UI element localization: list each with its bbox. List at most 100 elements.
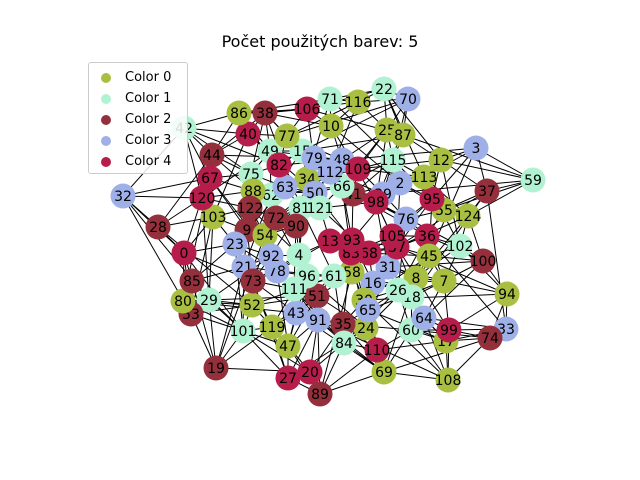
graph-node-95: 95 xyxy=(419,186,445,212)
node-circle xyxy=(199,142,225,168)
node-circle xyxy=(435,367,461,393)
node-label: 47 xyxy=(279,339,297,355)
node-label: 124 xyxy=(455,209,482,225)
node-circle xyxy=(189,185,215,211)
node-label: 85 xyxy=(183,274,201,290)
graph-node-45: 45 xyxy=(416,243,442,269)
legend-entry-2: Color 2 xyxy=(89,109,187,130)
graph-node-112: 112 xyxy=(317,159,344,185)
node-label: 67 xyxy=(201,171,219,187)
node-label: 112 xyxy=(317,165,344,181)
edge xyxy=(201,150,271,199)
node-circle xyxy=(281,276,307,302)
graph-node-109: 109 xyxy=(345,156,372,182)
node-circle xyxy=(283,213,309,239)
node-label: 64 xyxy=(415,311,433,327)
node-circle xyxy=(363,189,389,215)
node-label: 59 xyxy=(524,173,542,189)
graph-node-29: 29 xyxy=(196,287,222,313)
node-label: 29 xyxy=(200,293,218,309)
node-circle xyxy=(470,248,496,274)
graph-node-100: 100 xyxy=(470,248,496,274)
node-circle xyxy=(428,147,454,173)
node-label: 38 xyxy=(256,106,274,122)
node-label: 28 xyxy=(149,220,167,236)
legend-entry-3: Color 3 xyxy=(89,130,187,151)
node-circle xyxy=(474,178,500,204)
node-label: 86 xyxy=(230,106,248,122)
node-circle xyxy=(494,281,520,307)
node-label: 91 xyxy=(309,313,327,329)
node-label: 23 xyxy=(226,237,244,253)
node-circle xyxy=(318,113,344,139)
edge xyxy=(286,98,409,137)
graph-node-108: 108 xyxy=(435,367,461,393)
graph-node-91: 91 xyxy=(305,307,331,333)
node-circle xyxy=(171,240,197,266)
node-label: 51 xyxy=(308,289,326,305)
graph-node-43: 43 xyxy=(283,300,309,326)
graph-node-82: 82 xyxy=(266,152,292,178)
legend-label: Color 0 xyxy=(125,70,172,85)
node-label: 27 xyxy=(279,371,297,387)
node-label: 9 xyxy=(243,223,252,239)
node-circle xyxy=(200,204,226,230)
node-circle xyxy=(222,231,248,257)
legend-marker-icon xyxy=(101,135,111,146)
node-circle xyxy=(436,317,462,343)
node-label: 92 xyxy=(262,249,280,265)
legend-label: Color 3 xyxy=(125,133,172,148)
node-circle xyxy=(197,165,223,191)
graph-node-124: 124 xyxy=(455,203,482,229)
node-label: 24 xyxy=(357,321,375,337)
node-circle xyxy=(463,135,489,161)
edge xyxy=(242,330,311,373)
graph-node-27: 27 xyxy=(275,365,301,391)
node-label: 115 xyxy=(380,153,407,169)
graph-node-20: 20 xyxy=(297,359,323,385)
graph-node-120: 120 xyxy=(189,185,215,211)
graph-node-7: 7 xyxy=(431,268,457,294)
node-circle xyxy=(230,318,256,344)
edge xyxy=(122,195,203,199)
node-label: 76 xyxy=(397,212,415,228)
edge xyxy=(157,226,253,306)
node-circle xyxy=(283,300,309,326)
node-label: 69 xyxy=(375,365,393,381)
node-circle xyxy=(263,205,289,231)
node-circle xyxy=(237,195,263,221)
edge xyxy=(375,201,461,247)
node-label: 16 xyxy=(364,276,382,292)
node-label: 52 xyxy=(243,298,261,314)
graph-node-101: 101 xyxy=(230,318,256,344)
node-circle xyxy=(371,76,397,102)
node-layer: 0234789101213151617181920212223242526272… xyxy=(110,76,546,407)
node-label: 3 xyxy=(472,141,481,157)
node-label: 103 xyxy=(200,210,227,226)
graph-node-52: 52 xyxy=(239,292,265,318)
node-label: 72 xyxy=(267,211,285,227)
node-label: 82 xyxy=(270,158,288,174)
node-circle xyxy=(317,86,343,112)
legend-label: Color 2 xyxy=(125,112,172,127)
node-label: 94 xyxy=(498,287,516,303)
node-circle xyxy=(307,381,333,407)
node-label: 109 xyxy=(345,162,372,178)
node-circle xyxy=(385,277,411,303)
node-label: 8 xyxy=(412,271,421,287)
node-label: 66 xyxy=(333,179,351,195)
node-label: 61 xyxy=(325,269,343,285)
node-label: 40 xyxy=(239,127,257,143)
node-label: 36 xyxy=(418,229,436,245)
node-label: 77 xyxy=(278,129,296,145)
edge xyxy=(396,246,450,331)
node-circle xyxy=(345,156,371,182)
edge xyxy=(208,216,214,301)
node-label: 12 xyxy=(432,153,450,169)
graph-node-35: 35 xyxy=(330,311,356,337)
edge xyxy=(363,293,508,301)
graph-node-3: 3 xyxy=(463,135,489,161)
graph-node-32: 32 xyxy=(110,183,136,209)
node-circle xyxy=(395,86,421,112)
